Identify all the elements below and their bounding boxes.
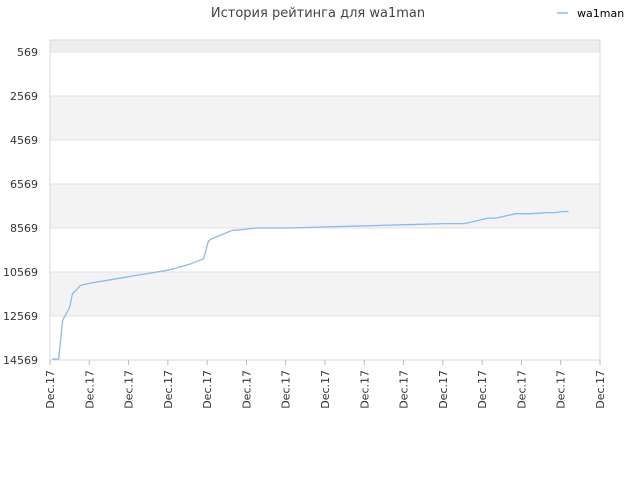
y-tick-label: 10569 [3, 266, 38, 279]
x-tick-label: Dec.17 [398, 370, 411, 409]
plot-band [50, 228, 600, 272]
plot-band [50, 52, 600, 96]
y-axis-ticks: 569 2569 4569 6569 8569 10569 12569 14569 [3, 46, 38, 367]
y-tick-label: 12569 [3, 310, 38, 323]
y-tick-label: 4569 [10, 134, 38, 147]
plot-band [50, 140, 600, 184]
x-tick-label: Dec.17 [280, 370, 293, 409]
x-tick-label: Dec.17 [44, 370, 57, 409]
plot-band [50, 272, 600, 316]
y-tick-label: 569 [17, 46, 38, 59]
y-tick-label: 14569 [3, 354, 38, 367]
y-tick-label: 8569 [10, 222, 38, 235]
plot-band [50, 184, 600, 228]
x-tick-label: Dec.17 [240, 370, 253, 409]
legend-label-wa1man: wa1man [577, 7, 624, 20]
y-tick-label: 6569 [10, 178, 38, 191]
x-tick-label: Dec.17 [162, 370, 175, 409]
chart-title: История рейтинга для wa1man [211, 6, 425, 21]
x-axis-ticks: Dec.17 Dec.17 Dec.17 Dec.17 Dec.17 Dec.17 Dec.… [44, 360, 607, 409]
plot-band [50, 96, 600, 140]
y-tick-label: 2569 [10, 90, 38, 103]
x-tick-label: Dec.17 [123, 370, 136, 409]
x-tick-label: Dec.17 [476, 370, 489, 409]
x-tick-label: Dec.17 [358, 370, 371, 409]
x-tick-label: Dec.17 [83, 370, 96, 409]
series-layer [52, 210, 569, 360]
legend: wa1man [557, 7, 624, 20]
series-line-wa1man [52, 210, 569, 360]
x-tick-label: Dec.17 [555, 370, 568, 409]
x-tick-label: Dec.17 [594, 370, 607, 409]
plot-bands [50, 40, 600, 360]
plot-band-top [50, 40, 600, 52]
plot-band [50, 316, 600, 360]
x-tick-label: Dec.17 [319, 370, 332, 409]
x-tick-label: Dec.17 [515, 370, 528, 409]
grid-lines [50, 51, 600, 361]
x-tick-label: Dec.17 [437, 370, 450, 409]
x-tick-label: Dec.17 [201, 370, 214, 409]
